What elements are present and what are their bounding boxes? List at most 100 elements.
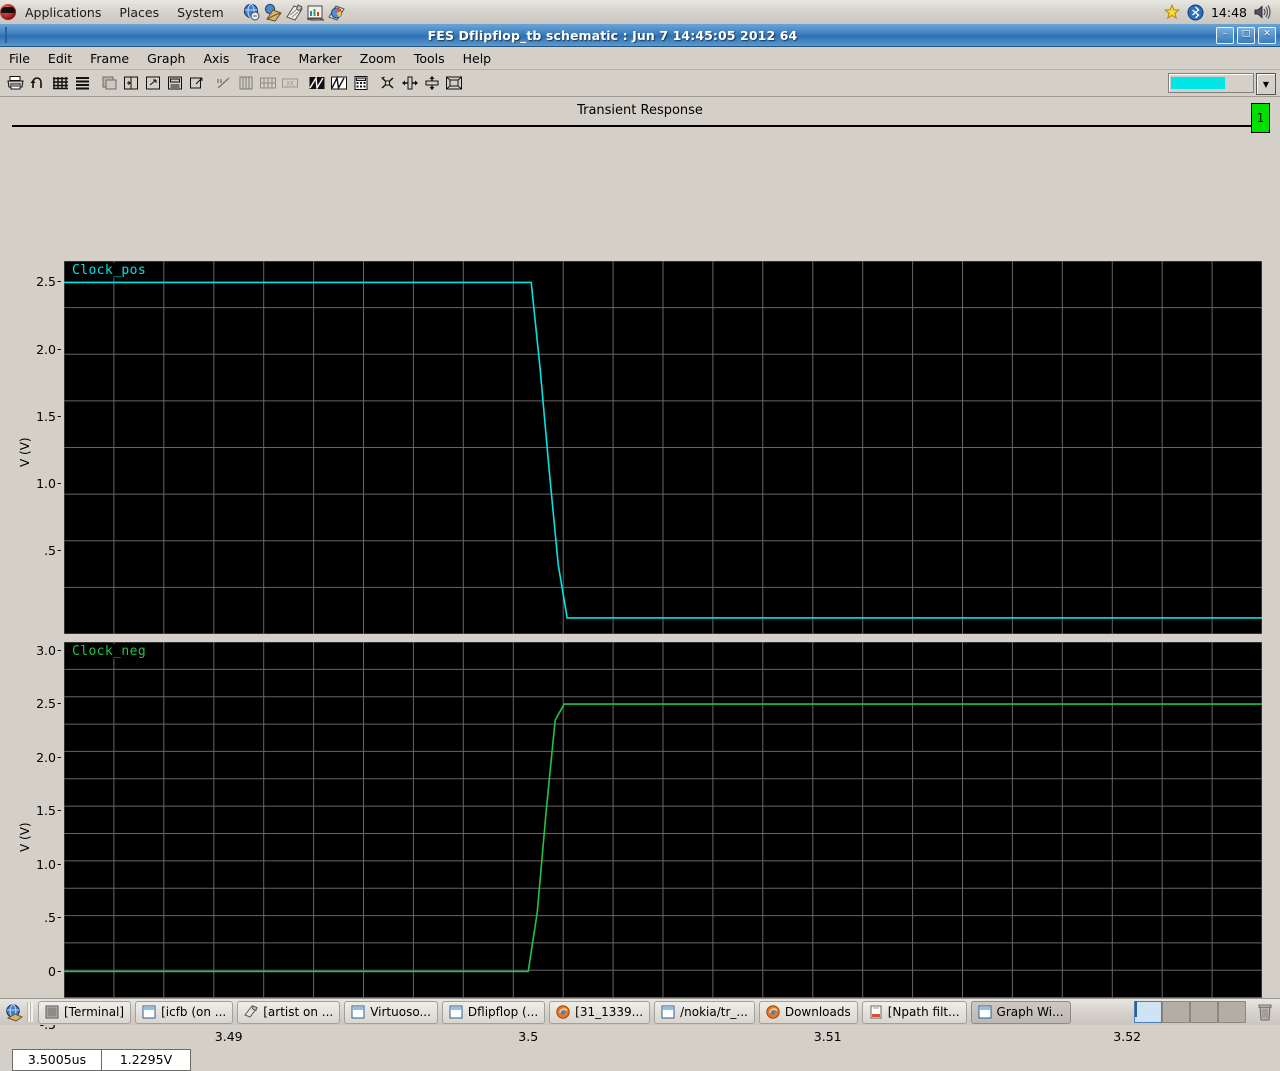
artist-icon	[244, 1005, 258, 1019]
workspace-4[interactable]	[1218, 1001, 1246, 1023]
task-button-8[interactable]: [Npath filt...	[862, 1001, 967, 1024]
task-button-5[interactable]: [31_1339...	[549, 1001, 650, 1024]
menu-file[interactable]: File	[0, 49, 39, 68]
bluetooth-icon[interactable]	[1187, 4, 1204, 21]
y-tick-label: 2.5	[0, 274, 56, 289]
zoom-box-icon[interactable]	[444, 73, 464, 93]
spreadsheet-icon[interactable]	[306, 3, 325, 22]
workspace-2[interactable]	[1162, 1001, 1190, 1023]
y-tick-mark: -	[57, 749, 62, 764]
zoom-horizontal-icon[interactable]	[400, 73, 420, 93]
trace-color-combo[interactable]: ▼	[1168, 73, 1276, 95]
pdf-icon	[869, 1005, 883, 1019]
list-icon[interactable]	[72, 73, 92, 93]
split-horizontal-icon[interactable]	[121, 73, 141, 93]
task-button-9[interactable]: Graph Wi...	[971, 1001, 1071, 1024]
maximize-button[interactable]: □	[1237, 27, 1255, 44]
cursor-readout: 3.5005us 1.2295V	[12, 1049, 191, 1071]
menu-axis[interactable]: Axis	[194, 49, 238, 68]
task-button-label: [Npath filt...	[888, 1005, 960, 1019]
menu-tools[interactable]: Tools	[405, 49, 454, 68]
readout-y-value[interactable]: 1.2295V	[102, 1050, 190, 1070]
x-tick-label: 3.52	[1087, 1029, 1167, 1044]
readout-x-value[interactable]: 3.5005us	[13, 1050, 101, 1070]
task-button-6[interactable]: /nokia/tr_...	[654, 1001, 755, 1024]
y-tick-label: 1.5	[0, 803, 56, 818]
mixed-signal-icon[interactable]	[307, 73, 327, 93]
menu-edit[interactable]: Edit	[39, 49, 81, 68]
panel-menu-system[interactable]: System	[169, 3, 232, 22]
task-button-7[interactable]: Downloads	[759, 1001, 858, 1024]
terminal-icon	[45, 1005, 59, 1019]
panel-menu-applications[interactable]: Applications	[17, 3, 109, 22]
workspace-3[interactable]	[1190, 1001, 1218, 1023]
window-titlebar[interactable]: FES Dflipflop_tb schematic : Jun 7 14:45…	[0, 24, 1280, 47]
axis-label-icon[interactable]: XX	[280, 73, 300, 93]
digital-signal-icon[interactable]	[329, 73, 349, 93]
speaker-icon[interactable]	[1254, 4, 1272, 20]
task-button-label: [31_1339...	[575, 1005, 643, 1019]
y-tick-label: 2.0	[0, 342, 56, 357]
trace-color-swatch-frame[interactable]	[1168, 73, 1254, 93]
y-tick-label: 1.0	[0, 857, 56, 872]
x-axis-label: time (us)	[560, 942, 760, 957]
panel-menu-system-label: System	[177, 5, 224, 20]
web-browser-icon[interactable]	[243, 3, 262, 22]
taskbar-grip[interactable]	[27, 1002, 33, 1022]
window-icon	[142, 1005, 156, 1019]
task-button-4[interactable]: Dflipflop (...	[442, 1001, 545, 1024]
chevron-down-icon[interactable]: ▼	[1256, 73, 1276, 95]
trace-label-clock-pos[interactable]: Clock_pos	[70, 263, 148, 278]
show-desktop-icon[interactable]	[3, 1001, 25, 1023]
trace-label-clock-neg[interactable]: Clock_neg	[70, 644, 148, 659]
task-button-1[interactable]: [icfb (on ...	[135, 1001, 233, 1024]
window-title: FES Dflipflop_tb schematic : Jun 7 14:45…	[7, 28, 1218, 43]
window-controls: – □ ✕	[1216, 27, 1276, 44]
task-button-label: [Terminal]	[64, 1005, 124, 1019]
zoom-fit-icon[interactable]	[378, 73, 398, 93]
task-button-2[interactable]: [artist on ...	[237, 1001, 340, 1024]
grid-icon[interactable]	[50, 73, 70, 93]
y-tick-label: 0	[0, 964, 56, 979]
task-button-label: Downloads	[785, 1005, 851, 1019]
panel-menu-places[interactable]: Places	[111, 3, 167, 22]
menu-trace[interactable]: Trace	[238, 49, 289, 68]
strips-icon[interactable]	[236, 73, 256, 93]
close-button[interactable]: ✕	[1258, 27, 1276, 44]
y-tick-label: 3.0	[0, 643, 56, 658]
text-editor-icon[interactable]	[285, 3, 304, 22]
print-icon[interactable]	[6, 73, 26, 93]
y-tick-label: 2.0	[0, 750, 56, 765]
trash-icon[interactable]	[1256, 1002, 1274, 1022]
menu-zoom[interactable]: Zoom	[351, 49, 405, 68]
star-icon[interactable]	[1164, 4, 1180, 20]
menu-marker[interactable]: Marker	[290, 49, 351, 68]
tray-clock[interactable]: 14:48	[1211, 5, 1247, 20]
copy-window-icon[interactable]	[99, 73, 119, 93]
zoom-vertical-icon[interactable]	[422, 73, 442, 93]
redhat-logo-icon[interactable]	[0, 4, 16, 20]
window-icon	[449, 1005, 463, 1019]
task-button-0[interactable]: [Terminal]	[38, 1001, 131, 1024]
plot-clock-neg[interactable]: Clock_neg	[64, 642, 1262, 1025]
split-strip-icon[interactable]	[258, 73, 278, 93]
trace-icon[interactable]	[214, 73, 234, 93]
swap-icon[interactable]	[143, 73, 163, 93]
strip-number-indicator[interactable]: 1	[1251, 103, 1270, 133]
append-icon[interactable]	[165, 73, 185, 93]
trace-color-swatch[interactable]	[1171, 77, 1225, 89]
workspace-switcher[interactable]	[1134, 1001, 1250, 1023]
menu-graph[interactable]: Graph	[138, 49, 194, 68]
undo-icon[interactable]	[28, 73, 48, 93]
menu-frame[interactable]: Frame	[81, 49, 138, 68]
calculator-icon[interactable]	[351, 73, 371, 93]
y-tick-mark: -	[57, 695, 62, 710]
email-icon[interactable]	[264, 3, 283, 22]
plot-clock-pos[interactable]: Clock_pos	[64, 261, 1262, 634]
minimize-button[interactable]: –	[1216, 27, 1234, 44]
detach-icon[interactable]	[187, 73, 207, 93]
presentation-icon[interactable]	[327, 3, 346, 22]
menu-help[interactable]: Help	[454, 49, 501, 68]
workspace-1[interactable]	[1134, 1001, 1162, 1023]
task-button-3[interactable]: Virtuoso...	[344, 1001, 438, 1024]
